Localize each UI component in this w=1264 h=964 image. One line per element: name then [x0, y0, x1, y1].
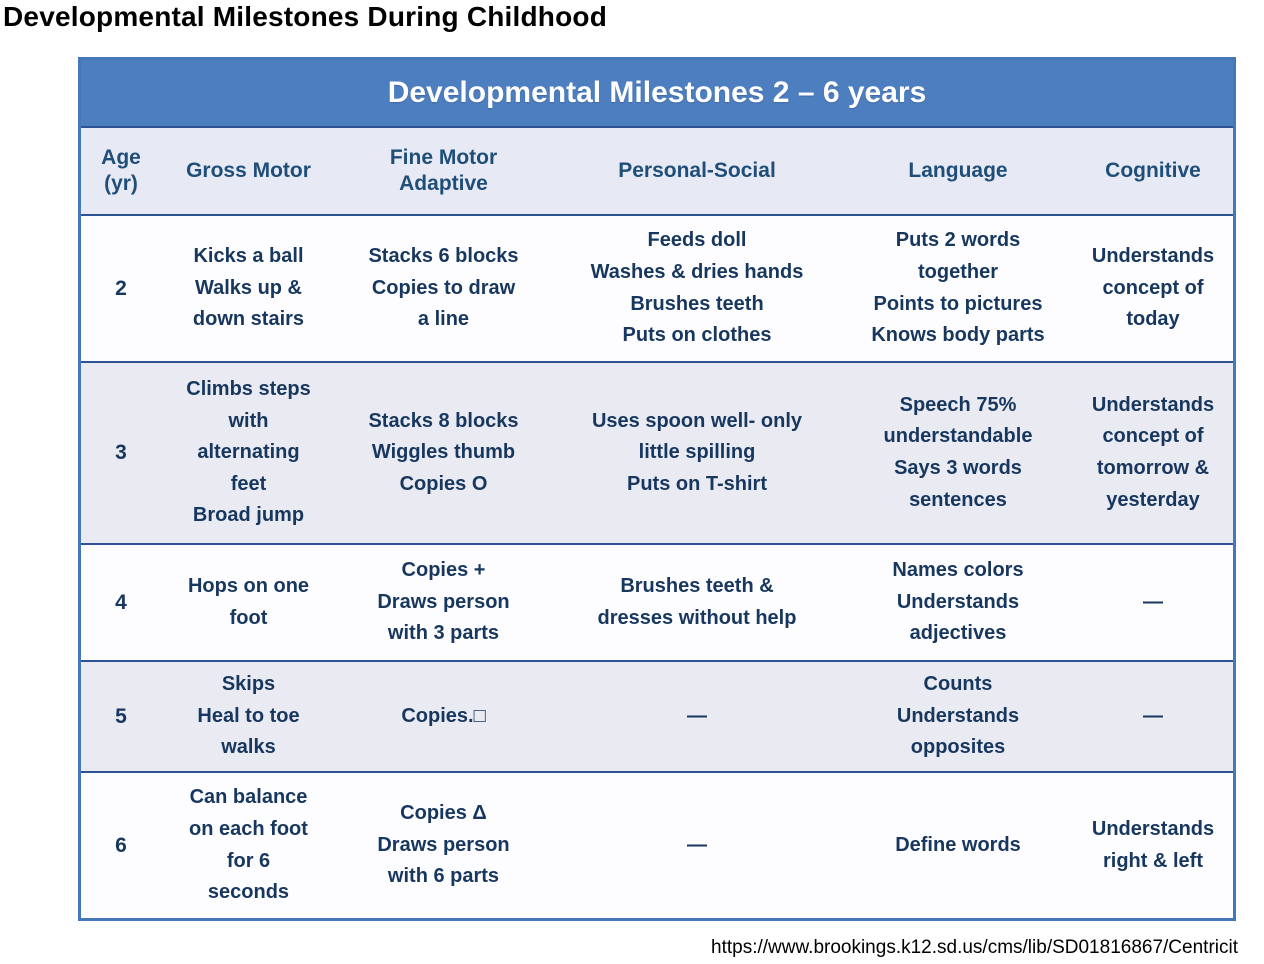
milestones-table: Developmental Milestones 2 – 6 years Age… — [78, 57, 1236, 921]
cell-gross-motor: Can balance on each foot for 6 seconds — [189, 786, 308, 904]
cell-language: Speech 75% understandable Says 3 words s… — [883, 393, 1033, 511]
cell-cognitive: Understands concept of today — [1091, 245, 1215, 331]
source-url: https://www.brookings.k12.sd.us/cms/lib/… — [711, 937, 1238, 958]
column-header-gross-motor: Gross Motor — [186, 158, 311, 182]
cell-cognitive: Understands right & left — [1091, 817, 1215, 872]
cell-language: Define words — [895, 833, 1021, 856]
cell-fine-motor: Stacks 6 blocks Copies to draw a line — [368, 245, 519, 331]
cell-gross-motor: Climbs steps with alternating feet Broad… — [186, 378, 311, 527]
cell-fine-motor: Copies Δ Draws person with 6 parts — [377, 802, 510, 888]
column-header-cognitive: Cognitive — [1105, 158, 1201, 182]
cell-gross-motor: Hops on one foot — [187, 574, 310, 629]
cell-language: Counts Understands opposites — [896, 673, 1020, 759]
cell-personal-social: — — [687, 704, 707, 727]
table-row-age-6: 6 Can balance on each foot for 6 seconds… — [81, 771, 1233, 918]
cell-language: Names colors Understands adjectives — [892, 559, 1024, 645]
cell-personal-social: Feeds doll Washes & dries hands Brushes … — [590, 229, 804, 347]
cell-personal-social: Brushes teeth & dresses without help — [597, 574, 797, 629]
table-row-age-2: 2 Kicks a ball Walks up & down stairs St… — [81, 214, 1233, 361]
cell-age: 3 — [115, 441, 127, 465]
cell-cognitive: — — [1143, 704, 1163, 727]
table-row-age-3: 3 Climbs steps with alternating feet Bro… — [81, 361, 1233, 543]
cell-fine-motor: Copies.□ — [401, 704, 486, 727]
cell-age: 2 — [115, 276, 127, 300]
cell-age: 4 — [115, 590, 127, 614]
cell-age: 5 — [115, 704, 127, 728]
cell-gross-motor: Kicks a ball Walks up & down stairs — [192, 245, 305, 331]
table-title-banner: Developmental Milestones 2 – 6 years — [81, 60, 1233, 126]
cell-age: 6 — [115, 833, 127, 857]
column-header-language: Language — [908, 158, 1008, 182]
cell-cognitive: Understands concept of tomorrow & yester… — [1091, 393, 1215, 511]
table-row-age-5: 5 Skips Heal to toe walks Copies.□ — Cou… — [81, 660, 1233, 771]
cell-personal-social: — — [687, 833, 707, 856]
cell-personal-social: Uses spoon well- only little spilling Pu… — [591, 409, 803, 495]
cell-cognitive: — — [1143, 590, 1163, 613]
cell-fine-motor: Stacks 8 blocks Wiggles thumb Copies O — [368, 409, 519, 495]
column-header-fine-motor: Fine Motor Adaptive — [389, 145, 498, 195]
cell-fine-motor: Copies + Draws person with 3 parts — [377, 559, 510, 645]
cell-language: Puts 2 words together Points to pictures… — [871, 229, 1045, 347]
column-header-age: Age (yr) — [101, 145, 141, 195]
column-header-personal-social: Personal-Social — [618, 158, 776, 182]
page-title: Developmental Milestones During Childhoo… — [3, 1, 608, 32]
cell-gross-motor: Skips Heal to toe walks — [197, 673, 300, 759]
table-row-age-4: 4 Hops on one foot Copies + Draws person… — [81, 543, 1233, 660]
table-header-row: Age (yr) Gross Motor Fine Motor Adaptive… — [81, 126, 1233, 214]
